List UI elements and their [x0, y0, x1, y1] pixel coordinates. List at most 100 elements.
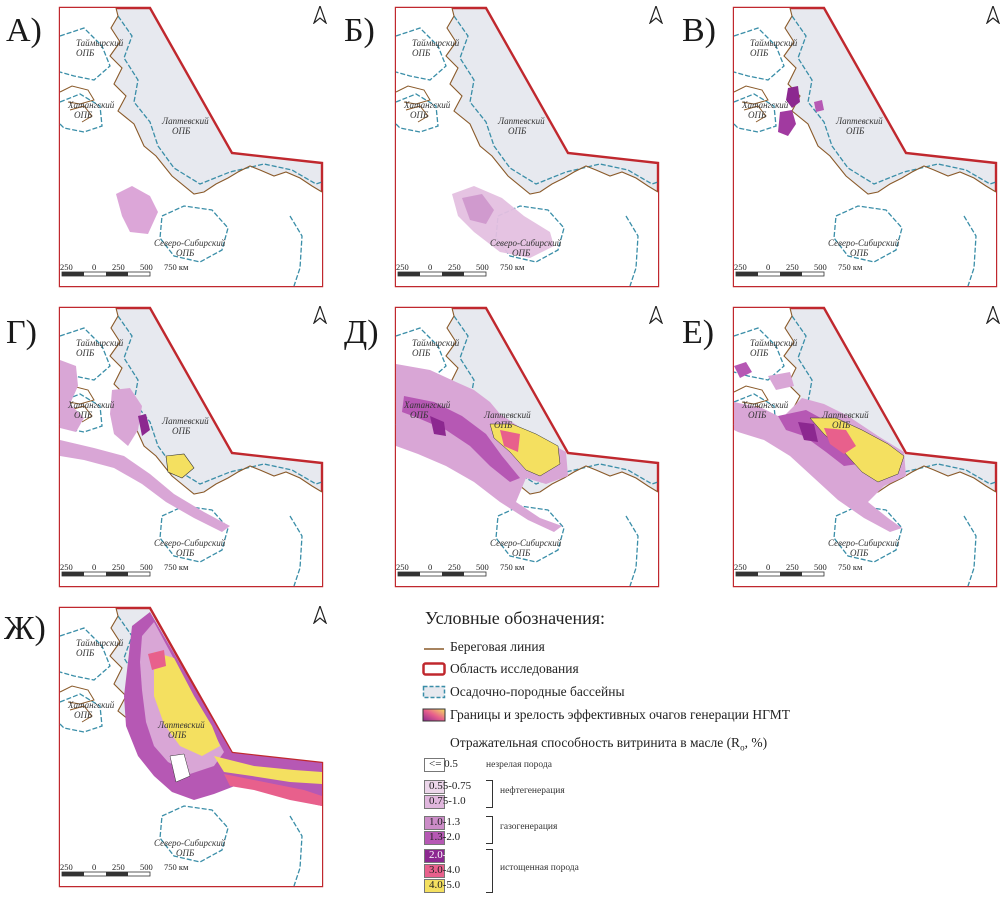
- svg-text:Хатангский: Хатангский: [67, 100, 115, 110]
- svg-text:250: 250: [60, 262, 73, 272]
- panel-letter-d: Д): [344, 314, 379, 351]
- svg-text:Северо-Сибирский: Северо-Сибирский: [154, 538, 226, 548]
- svg-text:500: 500: [140, 262, 153, 272]
- map-panel-v: Таймырский ОПБ Хатангский ОПБ Лаптевский…: [728, 6, 1000, 292]
- svg-text:250: 250: [112, 562, 125, 572]
- svg-text:Хатангский: Хатангский: [67, 400, 115, 410]
- vitrinite-label: 1.3-2.0: [429, 831, 461, 843]
- svg-text:ОПБ: ОПБ: [168, 730, 187, 740]
- svg-text:ОПБ: ОПБ: [76, 48, 95, 58]
- svg-text:ОПБ: ОПБ: [76, 648, 95, 658]
- north-arrow-icon: [313, 606, 327, 624]
- svg-text:ОПБ: ОПБ: [512, 248, 531, 258]
- brace-gas: [486, 816, 493, 844]
- svg-text:Северо-Сибирский: Северо-Сибирский: [154, 238, 226, 248]
- svg-text:750 км: 750 км: [500, 262, 525, 272]
- svg-text:750 км: 750 км: [838, 562, 863, 572]
- vitrinite-swatch: [424, 831, 445, 845]
- vitrinite-swatch: [424, 816, 445, 830]
- panel-letter-e: Е): [682, 314, 715, 351]
- note-oil: нефтегенерация: [500, 786, 565, 796]
- svg-text:Хатангский: Хатангский: [741, 400, 789, 410]
- svg-text:0: 0: [766, 562, 770, 572]
- vitrinite-label: 0.75-1.0: [429, 795, 466, 807]
- svg-text:0: 0: [428, 562, 432, 572]
- svg-text:250: 250: [396, 562, 409, 572]
- map-panel-e: Таймырский ОПБ Хатангский ОПБ Лаптевский…: [728, 306, 1000, 592]
- north-arrow-icon: [986, 6, 1000, 24]
- svg-text:Таймырский: Таймырский: [750, 38, 798, 48]
- vitrinite-label: 0.55-0.75: [429, 780, 472, 792]
- map-panel-d: Таймырский ОПБ Хатангский ОПБ Лаптевский…: [390, 306, 662, 592]
- svg-text:ОПБ: ОПБ: [750, 48, 769, 58]
- label-taimyr: Таймырский: [76, 38, 124, 48]
- vitrinite-swatch: [424, 879, 445, 893]
- svg-text:250: 250: [786, 262, 799, 272]
- north-arrow-icon: [986, 306, 1000, 324]
- svg-text:Лаптевский: Лаптевский: [821, 410, 869, 420]
- vitrinite-label: 1.0-1.3: [429, 816, 461, 828]
- svg-text:Лаптевский: Лаптевский: [835, 116, 883, 126]
- svg-text:Северо-Сибирский: Северо-Сибирский: [828, 238, 900, 248]
- svg-text:ОПБ: ОПБ: [748, 410, 767, 420]
- map-panel-a: Таймырский ОПБ Хатангский ОПБ Лаптевский…: [54, 6, 326, 292]
- svg-text:Лаптевский: Лаптевский: [161, 416, 209, 426]
- svg-text:Таймырский: Таймырский: [750, 338, 798, 348]
- svg-text:ОПБ: ОПБ: [176, 548, 195, 558]
- svg-text:250: 250: [60, 562, 73, 572]
- svg-text:ОПБ: ОПБ: [412, 348, 431, 358]
- svg-text:ОПБ: ОПБ: [850, 548, 869, 558]
- map-panel-b: Таймырский ОПБ Хатангский ОПБ Лаптевский…: [390, 6, 662, 292]
- coastline-swatch: [424, 648, 444, 650]
- north-arrow-icon: [313, 6, 327, 24]
- svg-text:250: 250: [60, 862, 73, 872]
- svg-text:Лаптевский: Лаптевский: [157, 720, 205, 730]
- svg-text:Лаптевский: Лаптевский: [483, 410, 531, 420]
- svg-text:Хатангский: Хатангский: [67, 700, 115, 710]
- map-panel-zh: Таймырский ОПБ Хатангский ОПБ Лаптевский…: [54, 606, 326, 892]
- svg-text:0: 0: [92, 862, 96, 872]
- svg-text:250: 250: [112, 862, 125, 872]
- panel-letter-g: Г): [6, 314, 37, 351]
- svg-text:250: 250: [448, 262, 461, 272]
- svg-text:ОПБ: ОПБ: [74, 710, 93, 720]
- svg-text:ОПБ: ОПБ: [176, 848, 195, 858]
- svg-text:ОПБ: ОПБ: [850, 248, 869, 258]
- study-area-swatch: [422, 662, 446, 676]
- svg-text:ОПБ: ОПБ: [172, 126, 191, 136]
- note-immature: незрелая порода: [486, 760, 552, 770]
- brace-oil: [486, 780, 493, 808]
- legend-vitrinite-title: Отражательная способность витринита в ма…: [450, 735, 768, 753]
- svg-text:ОПБ: ОПБ: [750, 348, 769, 358]
- svg-text:Северо-Сибирский: Северо-Сибирский: [828, 538, 900, 548]
- legend-sources: Границы и зрелость эффективных очагов ге…: [450, 707, 791, 722]
- legend-basins: Осадочно-породные бассейны: [450, 684, 625, 699]
- vitrinite-swatch: [424, 864, 445, 878]
- svg-text:ОПБ: ОПБ: [74, 110, 93, 120]
- svg-text:500: 500: [814, 262, 827, 272]
- svg-text:ОПБ: ОПБ: [172, 426, 191, 436]
- svg-text:750 км: 750 км: [164, 862, 189, 872]
- svg-text:ОПБ: ОПБ: [410, 410, 429, 420]
- svg-text:750 км: 750 км: [164, 562, 189, 572]
- svg-text:Хатангский: Хатангский: [403, 400, 451, 410]
- north-arrow-icon: [649, 306, 663, 324]
- svg-text:750 км: 750 км: [500, 562, 525, 572]
- legend: Условные обозначения: Береговая линия Об…: [420, 606, 1004, 901]
- north-arrow-icon: [313, 306, 327, 324]
- svg-text:500: 500: [476, 262, 489, 272]
- vitrinite-swatch: [424, 795, 445, 809]
- vitrinite-swatch: [424, 849, 445, 863]
- svg-text:Таймырский: Таймырский: [412, 338, 460, 348]
- panel-letter-b: Б): [344, 12, 375, 49]
- sources-swatch: [422, 708, 446, 722]
- svg-text:250: 250: [786, 562, 799, 572]
- svg-text:Лаптевский: Лаптевский: [161, 116, 209, 126]
- svg-text:0: 0: [92, 262, 96, 272]
- svg-text:250: 250: [448, 562, 461, 572]
- svg-text:ОПБ: ОПБ: [412, 48, 431, 58]
- legend-title: Условные обозначения:: [425, 608, 606, 628]
- vitrinite-label: 4.0-5.0: [429, 879, 461, 891]
- svg-text:Северо-Сибирский: Северо-Сибирский: [490, 238, 562, 248]
- svg-text:750 км: 750 км: [838, 262, 863, 272]
